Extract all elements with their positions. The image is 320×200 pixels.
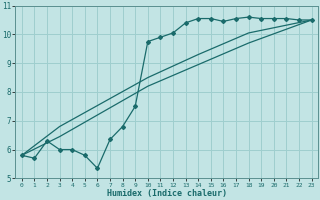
X-axis label: Humidex (Indice chaleur): Humidex (Indice chaleur) xyxy=(107,189,227,198)
